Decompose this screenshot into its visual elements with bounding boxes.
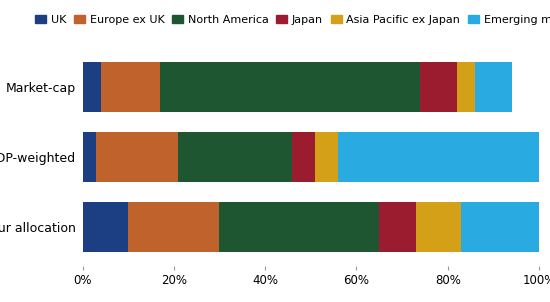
- Bar: [160, 62, 420, 112]
- Bar: [178, 132, 293, 182]
- Bar: [475, 62, 512, 112]
- Bar: [416, 202, 461, 252]
- Bar: [101, 62, 160, 112]
- Bar: [315, 132, 338, 182]
- Bar: [82, 132, 96, 182]
- Legend: UK, Europe ex UK, North America, Japan, Asia Pacific ex Japan, Emerging markets: UK, Europe ex UK, North America, Japan, …: [31, 10, 550, 29]
- Bar: [461, 202, 539, 252]
- Bar: [96, 132, 178, 182]
- Bar: [293, 132, 315, 182]
- Bar: [457, 62, 475, 112]
- Bar: [128, 202, 219, 252]
- Bar: [379, 202, 416, 252]
- Bar: [82, 62, 101, 112]
- Bar: [82, 202, 128, 252]
- Bar: [338, 132, 539, 182]
- Bar: [420, 62, 457, 112]
- Bar: [219, 202, 380, 252]
